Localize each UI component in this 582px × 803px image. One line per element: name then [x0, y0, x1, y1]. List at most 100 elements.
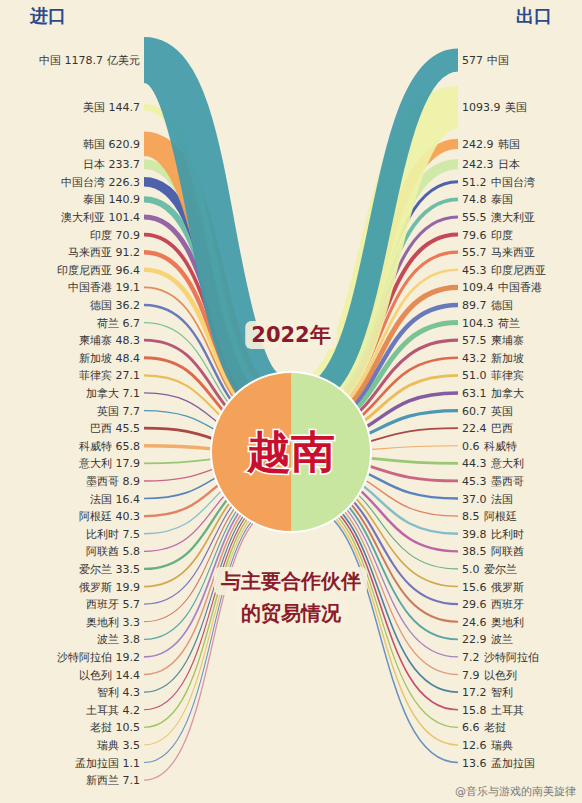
value-label: 48.3: [116, 334, 141, 347]
value-label: 65.8: [116, 440, 141, 453]
category: 比利时: [491, 528, 524, 541]
value-label: 3.5: [123, 739, 141, 752]
category: 孟加拉国: [491, 757, 535, 770]
category: 土耳其: [86, 704, 119, 717]
subtitle: 与主要合作伙伴: [220, 569, 361, 593]
circle-outline: [211, 372, 371, 532]
category: 中国: [487, 54, 509, 67]
export-label: 38.5阿联酋: [462, 545, 524, 558]
category: 柬埔寨: [79, 334, 112, 347]
value-label: 577: [462, 54, 483, 67]
value-label: 4.3: [123, 686, 141, 699]
import-label: 西班牙5.7: [86, 598, 141, 611]
import-band: [144, 504, 281, 762]
import-label: 意大利17.9: [78, 457, 141, 470]
category: 墨西哥: [491, 475, 524, 488]
category: 意大利: [490, 457, 524, 470]
value-label: 37.0: [462, 493, 487, 506]
value-label: 19.1: [116, 281, 141, 294]
category: 阿根廷: [79, 510, 112, 523]
value-label: 70.9: [116, 229, 141, 242]
subtitle-group: 的贸易情况: [235, 599, 348, 627]
value-label: 620.9: [109, 138, 141, 151]
category: 韩国: [83, 138, 105, 151]
value-label: 96.4: [116, 264, 141, 277]
value-label: 40.3: [116, 510, 141, 523]
category: 沙特阿拉伯: [57, 651, 112, 664]
title: 2022年: [251, 323, 330, 347]
export-label: 74.8泰国: [462, 193, 513, 206]
value-label: 0.6: [462, 440, 480, 453]
category: 美国: [505, 101, 527, 114]
export-label: 79.6印度: [462, 229, 513, 242]
value-label: 57.5: [462, 334, 487, 347]
value-label: 45.3: [462, 475, 487, 488]
export-label: 60.7英国: [462, 405, 513, 418]
category: 中国香港: [498, 281, 542, 294]
import-label: 俄罗斯19.9: [79, 581, 141, 594]
value-label: 7.9: [462, 669, 480, 682]
value-label: 8.5: [462, 510, 480, 523]
export-label: 22.9波兰: [462, 633, 513, 646]
import-label: 法国16.4: [90, 493, 141, 506]
category: 英国: [491, 405, 513, 418]
category: 德国: [491, 299, 513, 312]
export-label: 63.1加拿大: [462, 387, 524, 400]
import-label: 荷兰6.7: [97, 317, 141, 330]
import-label: 德国36.2: [90, 299, 141, 312]
import-label: 中国台湾226.3: [61, 176, 141, 189]
category: 智利: [97, 686, 119, 699]
export-label: 45.3 墨西哥: [462, 475, 524, 488]
import-label: 中国1178.7亿美元: [39, 54, 141, 67]
value-label: 33.5: [116, 563, 141, 576]
export-label: 109.4中国香港: [462, 281, 542, 294]
import-label: 科威特65.8: [79, 440, 141, 453]
value-label: 27.1: [116, 369, 141, 382]
category: 菲律宾: [79, 369, 112, 382]
value-label: 5.8: [123, 545, 141, 558]
category: 英国: [97, 405, 119, 418]
value-label: 13.6: [462, 757, 487, 770]
export-label: 8.5阿根廷: [462, 510, 517, 523]
category: 印度尼西亚: [57, 264, 112, 277]
category: 以色列: [484, 669, 517, 682]
value-label: 43.2: [462, 352, 487, 365]
category: 法国: [90, 493, 112, 506]
value-label: 14.4: [116, 669, 141, 682]
value-label: 226.3: [109, 176, 141, 189]
category: 印度尼西亚: [491, 264, 546, 277]
subtitle-group: 与主要合作伙伴: [214, 567, 367, 595]
value-label: 242.3: [462, 158, 494, 171]
export-label: 13.6 孟加拉国: [462, 757, 535, 770]
category: 日本: [498, 158, 520, 171]
category: 中国台湾: [491, 176, 535, 189]
import-label: 新西兰7.1: [86, 774, 141, 787]
category: 瑞典: [491, 739, 513, 752]
value-label: 101.4: [109, 211, 141, 224]
export-label: 5.0爱尔兰: [462, 563, 517, 576]
category: 泰国: [83, 193, 105, 206]
value-label: 5.7: [123, 598, 141, 611]
category: 中国香港: [68, 281, 112, 294]
value-label: 233.7: [109, 158, 141, 171]
title-group: 2022年: [245, 321, 336, 349]
category: 巴西: [491, 422, 513, 435]
import-label: 以色列14.4: [79, 669, 141, 682]
value-label: 22.4: [462, 422, 487, 435]
export-label: 39.8比利时: [462, 528, 524, 541]
export-label: 0.6科威特: [462, 440, 517, 453]
category: 德国: [90, 299, 112, 312]
export-label: 51.2中国台湾: [462, 176, 535, 189]
category: 奥地利: [491, 616, 524, 629]
export-label: 242.3 日本: [462, 158, 520, 171]
import-label: 巴西45.5: [90, 422, 141, 435]
category: 奥地利: [86, 616, 119, 629]
value-label: 55.5: [462, 211, 487, 224]
category: 柬埔寨: [491, 334, 524, 347]
import-label: 韩国 620.9: [83, 138, 141, 151]
category: 澳大利亚: [61, 211, 105, 224]
category: 日本: [83, 158, 105, 171]
category: 瑞典: [97, 739, 119, 752]
value-label: 12.6: [462, 739, 487, 752]
category: 巴西: [90, 422, 112, 435]
